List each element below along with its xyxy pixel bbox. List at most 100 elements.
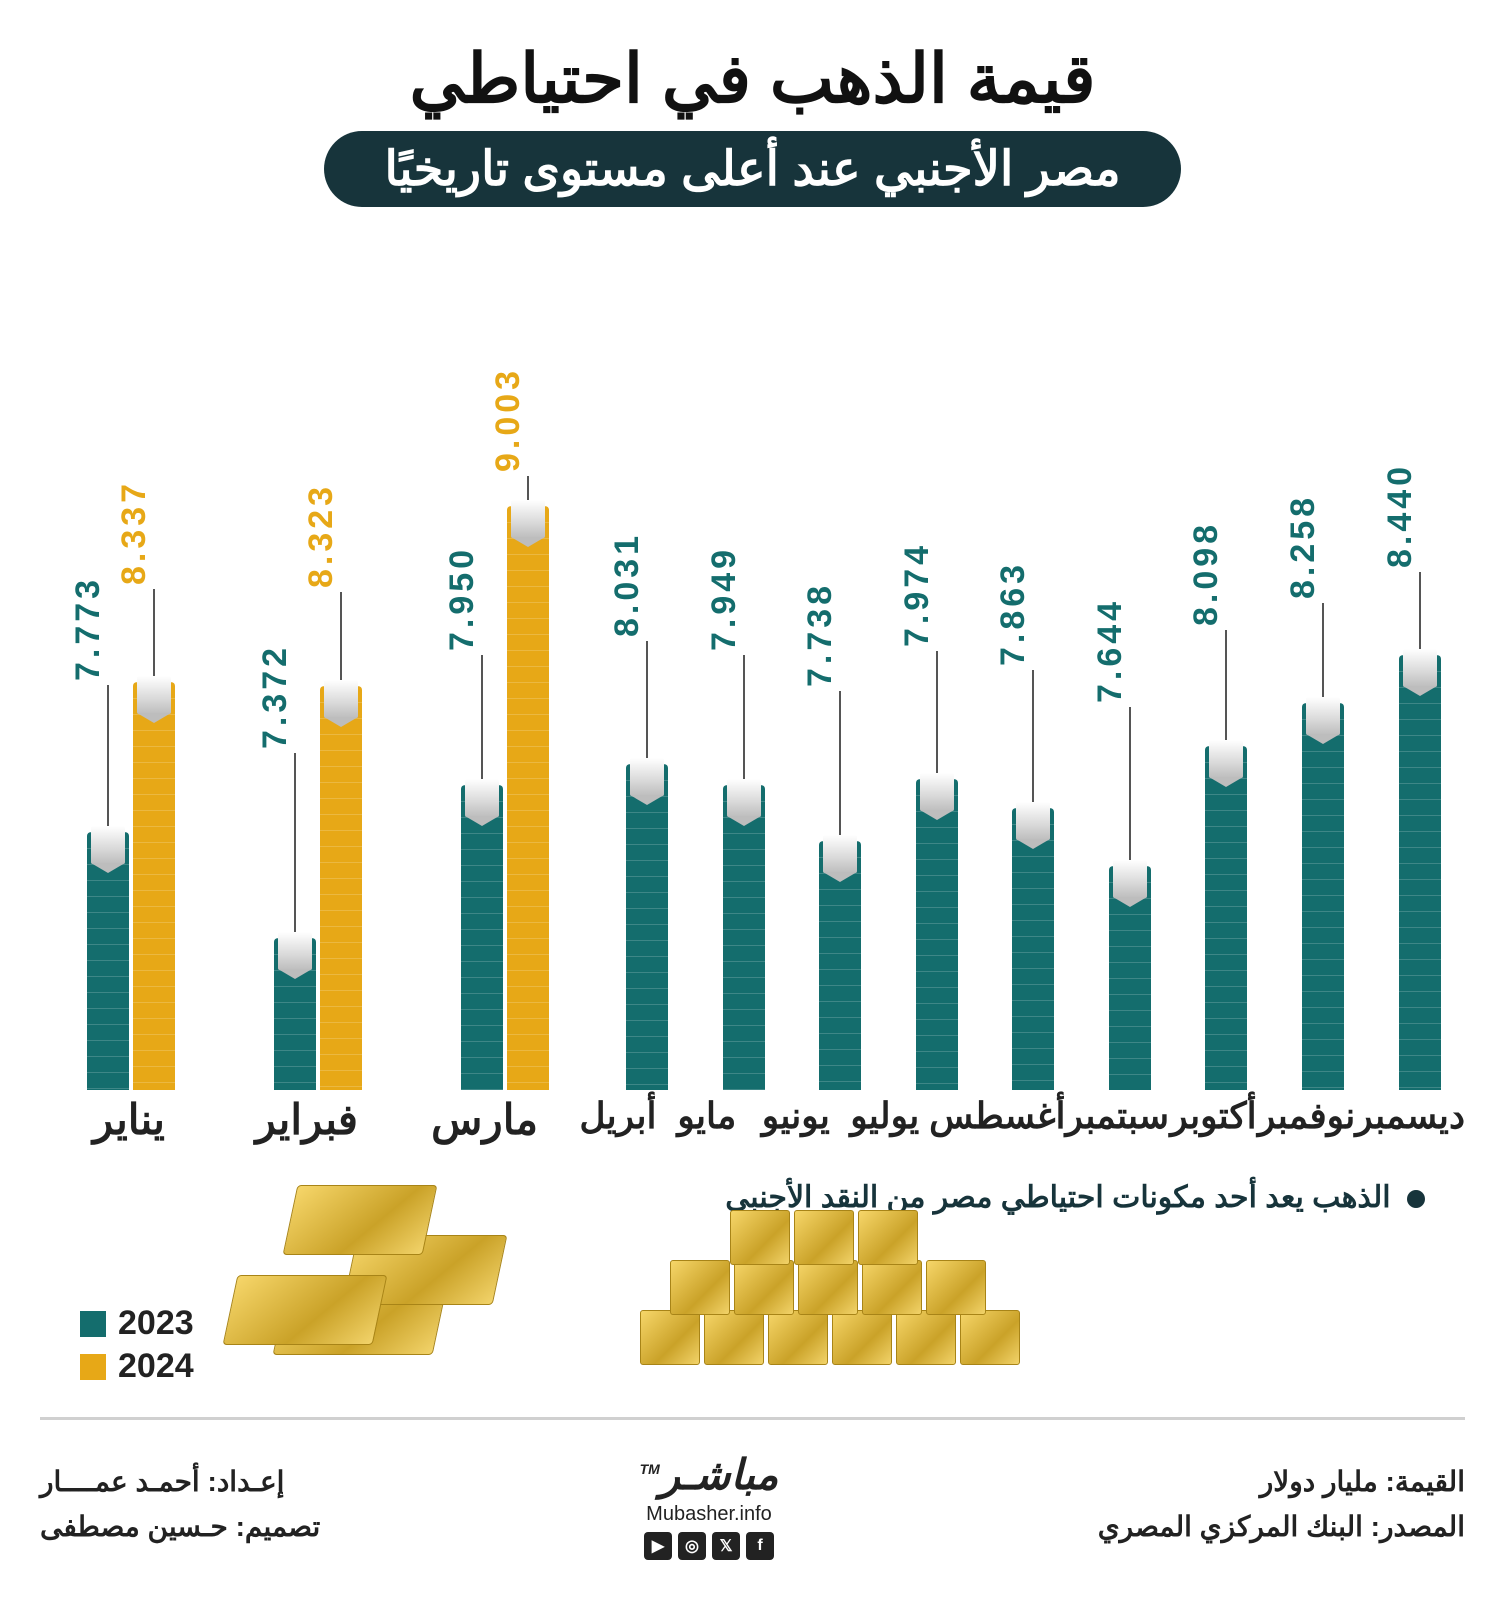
bar-cap-icon	[278, 932, 312, 970]
bar-cap-icon	[920, 773, 954, 811]
bar: 9.003	[507, 506, 549, 1090]
bar-value: 8.098	[1187, 521, 1226, 626]
bar-group: 7.974	[891, 260, 982, 1090]
bar: 7.372	[274, 938, 316, 1090]
bar-value: 8.323	[302, 483, 341, 588]
value-stem	[743, 655, 745, 785]
bar: 8.440	[1399, 655, 1441, 1090]
bar-group: 8.031	[602, 260, 693, 1090]
brand-site: Mubasher.info	[640, 1503, 779, 1526]
bar-value: 8.258	[1284, 494, 1323, 599]
bar: 7.949	[723, 785, 765, 1090]
month-label: أبريل	[573, 1095, 662, 1144]
value-stem	[294, 753, 296, 938]
bar: 8.098	[1205, 746, 1247, 1090]
value-stem	[1225, 630, 1227, 746]
design-label: تصميم:	[236, 1511, 321, 1542]
month-label: يوليو	[840, 1095, 929, 1144]
bar-cap-icon	[137, 676, 171, 714]
bar-cap-icon	[727, 779, 761, 817]
bar-group: 7.863	[988, 260, 1079, 1090]
legend-label-2024: 2024	[118, 1347, 194, 1386]
bar: 7.863	[1012, 808, 1054, 1090]
month-label: ديسمبر	[1355, 1095, 1465, 1144]
bar-cap-icon	[1306, 697, 1340, 735]
bar-value: 7.372	[256, 644, 295, 749]
social-icons: f 𝕏 ◎ ▶	[640, 1532, 779, 1560]
footer-separator	[40, 1417, 1465, 1420]
bar-cap-icon	[465, 779, 499, 817]
month-label: يناير	[40, 1095, 218, 1144]
value-stem	[646, 641, 648, 763]
value-stem	[1322, 603, 1324, 704]
bar-group: 8.440	[1374, 260, 1465, 1090]
bar: 8.258	[1302, 703, 1344, 1090]
design: حـسين مصطفى	[40, 1511, 228, 1542]
month-label: مايو	[662, 1095, 751, 1144]
bar-cap-icon	[630, 758, 664, 796]
bar-cap-icon	[1113, 860, 1147, 898]
bar-value: 8.031	[608, 532, 647, 637]
bar-cap-icon	[511, 500, 545, 538]
bar-value: 8.440	[1381, 463, 1420, 568]
legend-label-2023: 2023	[118, 1304, 194, 1343]
value-stem	[1419, 572, 1421, 655]
month-label: سبتمبر	[1066, 1095, 1169, 1144]
legend-swatch-2023	[80, 1311, 106, 1337]
bar-cap-icon	[1016, 802, 1050, 840]
bar-group: 7.9509.003	[414, 260, 595, 1090]
bar-value: 7.738	[801, 582, 840, 687]
chart: 7.7738.3377.3728.3237.9509.0038.0317.949…	[40, 260, 1465, 1090]
bar-group: 7.7738.337	[40, 260, 221, 1090]
gold-bars-icon	[220, 1175, 520, 1375]
bar-value: 7.644	[1091, 598, 1130, 703]
bar-group: 8.098	[1181, 260, 1272, 1090]
month-label: نوفمبر	[1258, 1095, 1355, 1144]
bar-cap-icon	[823, 835, 857, 873]
bar: 8.337	[133, 682, 175, 1090]
value-unit: مليار دولار	[1260, 1466, 1378, 1497]
bar-cap-icon	[1403, 649, 1437, 687]
bar: 7.644	[1109, 866, 1151, 1090]
bar: 8.323	[320, 686, 362, 1090]
footer-source-block: القيمة: مليار دولار المصدر: البنك المركز…	[1098, 1460, 1465, 1550]
facebook-icon: f	[746, 1532, 774, 1560]
value-stem	[1129, 707, 1131, 866]
bar: 8.031	[626, 764, 668, 1090]
bar-value: 7.863	[994, 561, 1033, 666]
x-icon: 𝕏	[712, 1532, 740, 1560]
title-line-2: مصر الأجنبي عند أعلى مستوى تاريخيًا	[324, 131, 1180, 207]
value-stem	[936, 651, 938, 779]
bar: 7.773	[87, 832, 129, 1090]
youtube-icon: ▶	[644, 1532, 672, 1560]
source: البنك المركزي المصري	[1098, 1511, 1363, 1542]
month-label: فبراير	[218, 1095, 396, 1144]
bar-group: 8.258	[1278, 260, 1369, 1090]
legend: 2023 2024	[80, 1300, 194, 1390]
value-stem	[340, 592, 342, 686]
instagram-icon: ◎	[678, 1532, 706, 1560]
gold-bars-stack-icon	[640, 1210, 1000, 1380]
bar-cap-icon	[1209, 740, 1243, 778]
bar-value: 7.950	[443, 546, 482, 651]
source-label: المصدر:	[1371, 1511, 1465, 1542]
infographic-page: قيمة الذهب في احتياطي مصر الأجنبي عند أع…	[0, 0, 1505, 1600]
brand-block: مباشـرTM Mubasher.info f 𝕏 ◎ ▶	[640, 1450, 779, 1560]
bar-value: 7.949	[705, 546, 744, 651]
value-stem	[481, 655, 483, 785]
prep: أحمـد عمــــار	[40, 1466, 200, 1497]
bar: 7.974	[916, 779, 958, 1090]
bar-value: 8.337	[115, 480, 154, 585]
title-line-1: قيمة الذهب في احتياطي	[0, 40, 1505, 119]
header: قيمة الذهب في احتياطي مصر الأجنبي عند أع…	[0, 0, 1505, 207]
value-stem	[1032, 670, 1034, 808]
bar-value: 9.003	[489, 367, 528, 472]
bar-group: 7.644	[1085, 260, 1176, 1090]
footer-credits-block: إعـداد: أحمـد عمــــار تصميم: حـسين مصطف…	[40, 1460, 320, 1550]
bar-group: 7.3728.323	[227, 260, 408, 1090]
bar: 7.950	[461, 785, 503, 1090]
brand-logo: مباشـرTM	[640, 1450, 779, 1499]
value-unit-label: القيمة:	[1386, 1466, 1465, 1497]
bullet-icon	[1407, 1190, 1425, 1208]
value-stem	[107, 685, 109, 832]
